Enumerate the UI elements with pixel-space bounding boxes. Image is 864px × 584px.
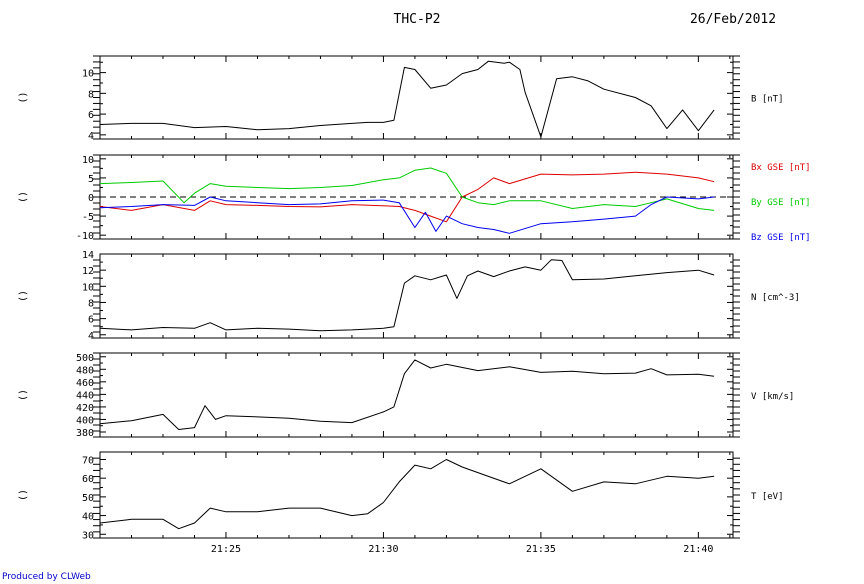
chart-title: THC-P2 xyxy=(394,12,441,27)
series-line xyxy=(99,60,715,138)
y-tick-label: 10 xyxy=(82,69,94,80)
side-label: () xyxy=(18,290,29,302)
y-tick-label: 40 xyxy=(82,512,94,523)
x-tick-label: 21:40 xyxy=(683,544,713,555)
panel-label: T [eV] xyxy=(751,492,784,502)
y-tick-label: 6 xyxy=(88,315,94,326)
y-tick-label: 380 xyxy=(76,428,94,439)
y-tick-label: 30 xyxy=(82,530,94,541)
x-tick-label: 21:25 xyxy=(211,544,241,555)
side-label: () xyxy=(18,489,29,501)
y-tick-label: 60 xyxy=(82,474,94,485)
x-tick-label: 21:30 xyxy=(368,544,398,555)
panel-label: N [cm^-3] xyxy=(751,293,800,303)
y-tick-label: 4 xyxy=(88,331,94,342)
panel-label: B [nT] xyxy=(751,95,784,105)
side-label: () xyxy=(18,91,29,103)
y-tick-label: 440 xyxy=(76,390,94,401)
legend-label: Bx GSE [nT] xyxy=(751,163,811,173)
y-tick-label: 480 xyxy=(76,365,94,376)
y-tick-label: 70 xyxy=(82,455,94,466)
y-tick-label: 500 xyxy=(76,353,94,364)
series-line xyxy=(99,259,715,332)
y-tick-label: 50 xyxy=(82,493,94,504)
series-line xyxy=(99,171,715,223)
y-tick-label: -10 xyxy=(76,231,94,242)
y-tick-label: 10 xyxy=(82,282,94,293)
series-line xyxy=(99,196,715,234)
chart-date: 26/Feb/2012 xyxy=(690,12,776,27)
y-tick-label: -5 xyxy=(82,212,94,223)
y-tick-label: 400 xyxy=(76,415,94,426)
y-tick-label: 0 xyxy=(88,193,94,204)
x-tick-label: 21:35 xyxy=(526,544,556,555)
y-tick-label: 8 xyxy=(88,298,94,309)
side-label: () xyxy=(18,389,29,401)
y-tick-label: 10 xyxy=(82,155,94,166)
panel-frame xyxy=(99,55,734,140)
legend-label: Bz GSE [nT] xyxy=(751,233,811,243)
credit-text: Produced by CLWeb xyxy=(2,572,91,582)
series-line xyxy=(99,459,715,530)
y-tick-label: 4 xyxy=(88,131,94,142)
panel-frame xyxy=(99,352,734,438)
y-tick-label: 460 xyxy=(76,378,94,389)
series-line xyxy=(99,167,715,211)
side-label: () xyxy=(18,191,29,203)
panel-label: V [km/s] xyxy=(751,392,794,402)
y-tick-label: 12 xyxy=(82,266,94,277)
y-tick-label: 5 xyxy=(88,174,94,185)
y-tick-label: 420 xyxy=(76,403,94,414)
series-line xyxy=(99,359,715,430)
panel-frame xyxy=(99,451,734,539)
legend-label: By GSE [nT] xyxy=(751,198,811,208)
y-tick-label: 14 xyxy=(82,250,94,261)
panel-frame xyxy=(99,253,734,339)
y-tick-label: 8 xyxy=(88,89,94,100)
y-tick-label: 6 xyxy=(88,110,94,121)
